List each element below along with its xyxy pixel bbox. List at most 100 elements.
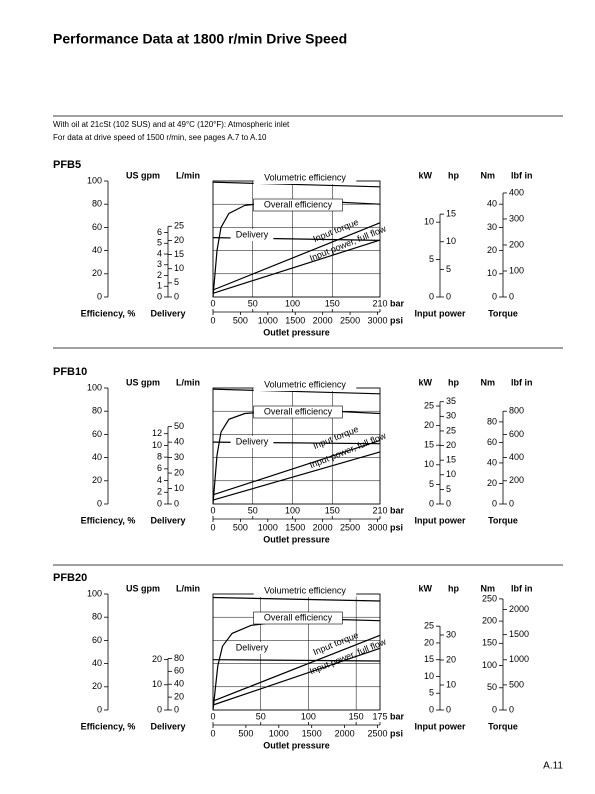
axis-unit: bar: [390, 505, 405, 515]
label-bg: [253, 585, 357, 597]
curve: [212, 222, 381, 291]
tick-label: 10: [174, 263, 184, 273]
tick-label: 1500: [302, 728, 322, 738]
tick-label: 250: [482, 593, 497, 603]
tick-label: 10: [424, 459, 434, 469]
section-title: PFB10: [53, 366, 87, 378]
axis-unit: lbf in: [511, 377, 533, 387]
tick-label: 6: [157, 227, 162, 237]
curve: [212, 659, 381, 662]
tick-label: 100: [285, 505, 300, 515]
curve: [212, 201, 381, 298]
section-title: PFB20: [53, 572, 87, 584]
tick-label: 0: [174, 291, 179, 301]
tick-label: 40: [174, 679, 184, 689]
tick-label: 0: [210, 522, 215, 532]
axis-unit: psi: [390, 728, 403, 738]
tick-label: 300: [509, 213, 524, 223]
curve-label: Volumetric efficiency: [264, 379, 346, 389]
tick-label: 15: [174, 249, 184, 259]
axis-title: Outlet pressure: [263, 534, 330, 544]
tick-label: 1000: [269, 728, 289, 738]
axis-unit: hp: [448, 377, 459, 387]
tick-label: 15: [446, 209, 456, 219]
note: For data at drive speed of 1500 r/min, s…: [53, 133, 267, 142]
tick-label: 40: [487, 457, 497, 467]
tick-label: 20: [446, 440, 456, 450]
tick-label: 210: [372, 298, 387, 308]
tick-label: 1500: [285, 522, 305, 532]
tick-label: 0: [210, 728, 215, 738]
axis-unit: US gpm: [126, 170, 160, 180]
tick-label: 0: [446, 704, 451, 714]
axis-unit: lbf in: [511, 583, 533, 593]
tick-label: 40: [92, 452, 102, 462]
tick-label: 100: [482, 660, 497, 670]
tick-label: 0: [509, 704, 514, 714]
axis-title: Delivery: [150, 721, 185, 731]
axis-unit: bar: [390, 298, 405, 308]
label-bg: [230, 642, 274, 654]
label-bg: [253, 611, 343, 625]
tick-label: 2: [157, 487, 162, 497]
tick-label: 5: [429, 254, 434, 264]
tick-label: 80: [92, 199, 102, 209]
tick-label: 100: [301, 711, 316, 721]
axis-title: Input power: [415, 515, 466, 525]
tick-label: 60: [92, 222, 102, 232]
tick-label: 20: [174, 467, 184, 477]
tick-label: 25: [174, 221, 184, 231]
axis-title: Input power: [415, 721, 466, 731]
label-bg: [253, 198, 343, 212]
tick-label: 0: [492, 291, 497, 301]
tick-label: 0: [509, 498, 514, 508]
tick-label: 10: [487, 268, 497, 278]
tick-label: 0: [174, 498, 179, 508]
label-bg: [230, 436, 274, 448]
curve: [212, 181, 381, 188]
tick-label: 400: [509, 452, 524, 462]
tick-label: 2500: [367, 728, 387, 738]
tick-label: 0: [157, 704, 162, 714]
tick-label: 1000: [258, 315, 278, 325]
tick-label: 60: [92, 635, 102, 645]
curve: [212, 239, 381, 294]
tick-label: 0: [174, 704, 179, 714]
tick-label: 600: [509, 429, 524, 439]
tick-label: 6: [157, 463, 162, 473]
tick-label: 40: [487, 199, 497, 209]
axis-unit: Nm: [480, 583, 495, 593]
curve: [212, 634, 381, 702]
tick-label: 40: [92, 245, 102, 255]
tick-label: 15: [446, 455, 456, 465]
curve: [212, 596, 381, 602]
tick-label: 2000: [509, 604, 529, 614]
tick-label: 30: [446, 629, 456, 639]
tick-label: 175: [372, 711, 387, 721]
axis-unit: kW: [419, 170, 433, 180]
tick-label: 25: [446, 425, 456, 435]
tick-label: 60: [92, 429, 102, 439]
tick-label: 150: [325, 298, 340, 308]
axis-title: Outlet pressure: [263, 740, 330, 750]
tick-label: 80: [487, 416, 497, 426]
tick-label: 20: [152, 654, 162, 664]
curve-label: Delivery: [236, 436, 269, 446]
axis-unit: US gpm: [126, 583, 160, 593]
tick-label: 80: [92, 612, 102, 622]
tick-label: 20: [92, 681, 102, 691]
tick-label: 25: [424, 400, 434, 410]
curve: [212, 388, 381, 395]
tick-label: 0: [446, 291, 451, 301]
axis-unit: hp: [448, 170, 459, 180]
tick-label: 50: [174, 421, 184, 431]
tick-label: 100: [285, 298, 300, 308]
tick-label: 500: [233, 522, 248, 532]
label-bg: [253, 405, 343, 419]
tick-label: 20: [424, 637, 434, 647]
curve: [212, 451, 381, 501]
tick-label: 2000: [335, 728, 355, 738]
axis-title: Input power: [415, 308, 466, 318]
tick-label: 25: [424, 621, 434, 631]
tick-label: 0: [429, 704, 434, 714]
